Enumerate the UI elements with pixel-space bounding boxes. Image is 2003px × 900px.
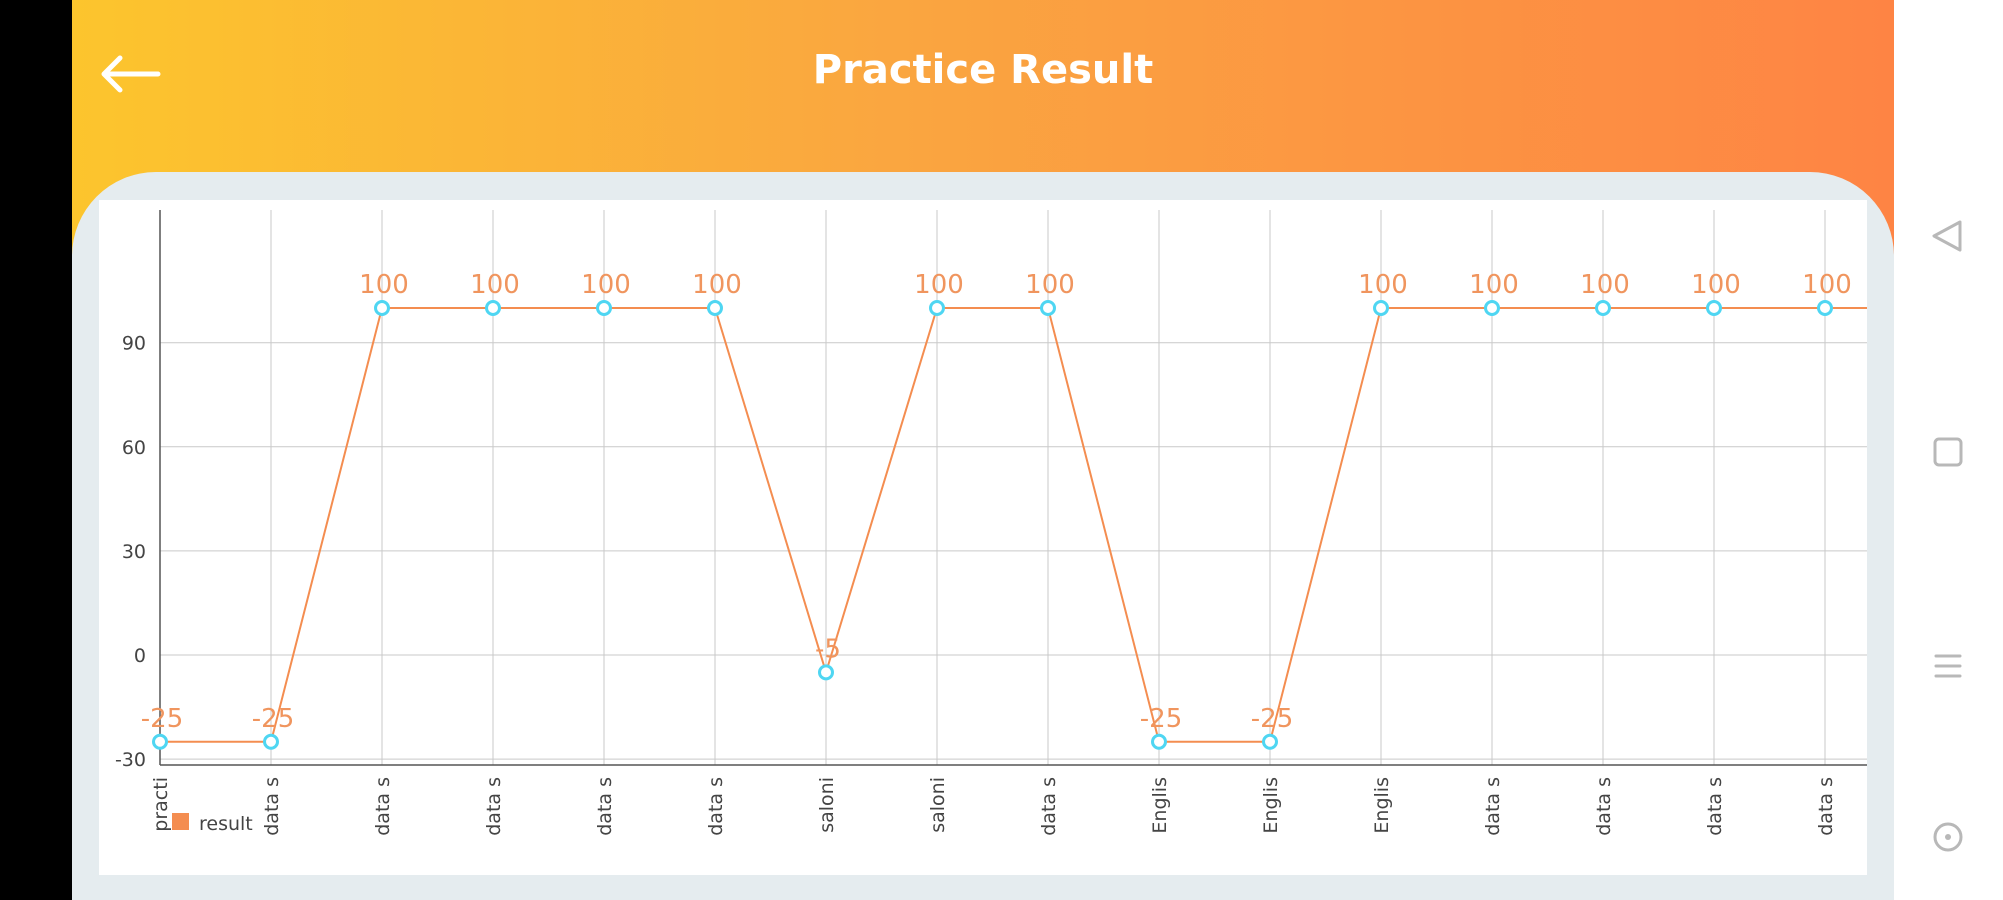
x-tick-label: data s xyxy=(1815,777,1837,836)
data-point xyxy=(1484,300,1500,316)
data-point xyxy=(929,300,945,316)
x-tick-label: data s xyxy=(372,777,394,836)
x-tick-label: Englis xyxy=(1149,777,1171,834)
data-point xyxy=(1595,300,1611,316)
data-label: 100 xyxy=(1580,270,1630,300)
data-point xyxy=(1151,733,1167,750)
nav-home-button[interactable] xyxy=(1920,424,1976,480)
x-tick-label: saloni xyxy=(927,777,949,833)
triangle-back-icon xyxy=(1932,220,1962,252)
x-tick-label: data s xyxy=(705,777,727,836)
data-label: -25 xyxy=(252,704,294,734)
app-screen: Practice Result -30 0 30 60 90 practi data s da… xyxy=(72,0,1894,900)
data-label: 100 xyxy=(1358,270,1408,300)
data-point xyxy=(707,300,723,316)
x-tick-label: data s xyxy=(261,777,283,836)
y-tick-label: 90 xyxy=(122,333,146,355)
data-label: 100 xyxy=(1025,270,1075,300)
nav-menu-button[interactable] xyxy=(1920,638,1976,694)
data-point xyxy=(374,300,390,316)
result-line-chart: -30 0 30 60 90 practi data s data s data s data s… xyxy=(115,210,1867,836)
data-point xyxy=(1373,300,1389,316)
nav-assistant-button[interactable] xyxy=(1920,809,1976,865)
legend-label: result xyxy=(199,813,253,835)
data-label: -5 xyxy=(815,634,841,664)
data-label: 100 xyxy=(692,270,742,300)
x-tick-label: data s xyxy=(1038,777,1060,836)
data-label: -25 xyxy=(1140,704,1182,734)
x-tick-label: data s xyxy=(1482,777,1504,836)
data-point xyxy=(818,664,834,681)
data-label: -25 xyxy=(141,704,183,734)
menu-lines-icon xyxy=(1934,654,1962,678)
data-point xyxy=(1040,300,1056,316)
data-label: 100 xyxy=(470,270,520,300)
x-tick-label: data s xyxy=(1704,777,1726,836)
circle-dot-icon xyxy=(1933,822,1963,852)
legend-swatch xyxy=(172,813,189,830)
data-point xyxy=(596,300,612,316)
data-label: 100 xyxy=(914,270,964,300)
data-label: 100 xyxy=(581,270,631,300)
chart-area: -30 0 30 60 90 practi data s data s data s data s… xyxy=(99,200,1867,875)
data-point xyxy=(1262,733,1278,750)
data-point xyxy=(485,300,501,316)
data-label: -25 xyxy=(1251,704,1293,734)
result-card: -30 0 30 60 90 practi data s data s data s data s… xyxy=(72,172,1894,900)
y-tick-label: 0 xyxy=(134,645,146,667)
x-tick-label: Englis xyxy=(1260,777,1282,834)
back-button[interactable] xyxy=(94,46,166,102)
y-tick-label: -30 xyxy=(115,749,146,771)
system-nav-bar xyxy=(1894,0,2003,900)
data-label: 100 xyxy=(1469,270,1519,300)
data-point xyxy=(1817,300,1833,316)
data-label: 100 xyxy=(1691,270,1741,300)
data-label: 100 xyxy=(359,270,409,300)
square-home-icon xyxy=(1933,437,1963,467)
x-tick-label: practi xyxy=(150,777,172,832)
y-tick-label: 30 xyxy=(122,541,146,563)
arrow-left-icon xyxy=(101,55,161,93)
x-tick-label: Englis xyxy=(1371,777,1393,834)
x-tick-label: saloni xyxy=(816,777,838,833)
y-tick-label: 60 xyxy=(122,437,146,459)
data-point xyxy=(152,733,168,750)
left-black-strip xyxy=(0,0,72,900)
data-point xyxy=(1706,300,1722,316)
x-tick-label: data s xyxy=(483,777,505,836)
data-label: 100 xyxy=(1802,270,1852,300)
page-title: Practice Result xyxy=(812,47,1154,93)
x-tick-label: data s xyxy=(594,777,616,836)
data-point xyxy=(263,733,279,750)
series-line xyxy=(160,307,1867,743)
x-tick-label: data s xyxy=(1593,777,1615,836)
nav-back-button[interactable] xyxy=(1920,208,1976,264)
